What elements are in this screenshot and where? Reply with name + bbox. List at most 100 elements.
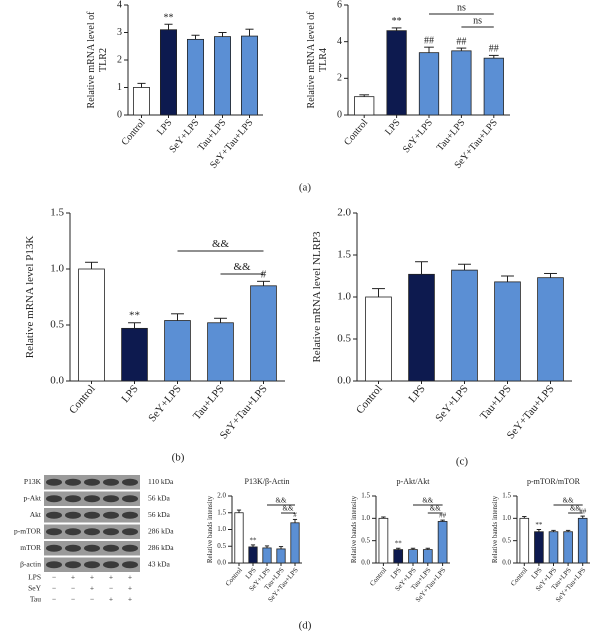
blot-band xyxy=(103,495,119,503)
y-tick-label: 0 xyxy=(117,109,122,120)
significance-label: # xyxy=(261,268,267,280)
x-tick-label: LPS xyxy=(119,383,140,405)
bar xyxy=(365,296,392,382)
y-tick-label: 1.0 xyxy=(217,525,226,533)
size-label: 56 kDa xyxy=(148,510,171,519)
y-tick-label: 0.5 xyxy=(361,536,370,544)
x-tick-label: Control xyxy=(368,566,388,588)
significance-label: ** xyxy=(164,13,174,24)
y-tick-label: 0 xyxy=(337,109,342,120)
protein-label: mTOR xyxy=(20,543,41,552)
y-axis-label: Relative bands intensity xyxy=(491,495,499,563)
significance-label: ## xyxy=(489,44,499,55)
x-tick-label: LPS xyxy=(383,117,403,137)
protein-label: P13K xyxy=(24,477,42,486)
x-tick-label: Control xyxy=(224,566,244,588)
significance-label: # xyxy=(293,511,297,519)
bar xyxy=(386,30,407,116)
bar xyxy=(234,512,244,564)
blot-band xyxy=(65,544,81,552)
blot-band xyxy=(46,528,62,536)
panel-label: (a) xyxy=(299,182,312,194)
blot-band xyxy=(103,561,119,569)
y-tick-label: 1.5 xyxy=(217,508,226,516)
y-axis-label-line: Relative mRNA level of xyxy=(86,11,97,109)
y-axis-label-line: Relative mRNA level of xyxy=(306,11,317,109)
x-tick-label: SeY+LPS xyxy=(433,383,471,425)
protein-label: p-Akt xyxy=(24,493,42,502)
bar xyxy=(159,29,177,116)
blot-band xyxy=(46,511,62,519)
x-tick-label: Control xyxy=(354,383,385,416)
bar xyxy=(207,322,234,382)
bar xyxy=(132,87,150,116)
y-axis-label: Relative mRNA level ofTLR2 xyxy=(86,11,109,109)
bar xyxy=(437,521,448,564)
protein-label: β-actin xyxy=(20,559,41,568)
y-tick-label: 2 xyxy=(337,73,342,84)
bar xyxy=(250,285,277,382)
treatment-mark: + xyxy=(71,573,75,582)
bar xyxy=(483,57,504,116)
treatment-label: Tau xyxy=(30,595,41,604)
bar xyxy=(354,96,375,116)
size-label: 56 kDa xyxy=(148,493,171,502)
bar xyxy=(408,273,435,382)
y-tick-label: 1 xyxy=(117,82,122,93)
bar xyxy=(213,36,231,116)
y-tick-label: 0.0 xyxy=(337,375,351,387)
size-label: 110 kDa xyxy=(148,477,174,486)
y-axis-label: Relative bands intensity xyxy=(206,495,214,563)
x-tick-label: Control xyxy=(509,566,529,588)
treatment-mark: − xyxy=(90,595,94,604)
blot-band xyxy=(65,511,81,519)
significance-label: ** xyxy=(535,521,543,529)
treatment-mark: + xyxy=(128,595,132,604)
blot-band xyxy=(46,478,62,486)
x-tick-label: SeY+LPS xyxy=(146,383,184,425)
blot-band xyxy=(65,478,81,486)
x-tick-label: Tau+LPS xyxy=(478,383,514,423)
bracket-label: && xyxy=(570,504,581,512)
y-tick-label: 1.5 xyxy=(337,249,351,261)
treatment-mark: − xyxy=(52,595,56,604)
bracket-label: ns xyxy=(457,2,466,13)
blot-band xyxy=(65,561,81,569)
y-axis-label: Relative mRNA level P13K xyxy=(24,236,36,359)
y-tick-label: 4 xyxy=(337,36,342,47)
y-tick-label: 1.0 xyxy=(50,263,64,275)
significance-label: ** xyxy=(395,540,403,548)
treatment-mark: − xyxy=(71,584,75,593)
blot-band xyxy=(122,495,138,503)
x-tick-label: Control xyxy=(342,117,370,148)
bar xyxy=(534,531,544,564)
bracket-label: && xyxy=(422,496,433,504)
bracket-label: && xyxy=(563,496,574,504)
blot-band xyxy=(46,495,62,503)
y-axis-label-line: TLR2 xyxy=(98,48,109,72)
y-tick-label: 3 xyxy=(117,27,122,38)
bracket-label: && xyxy=(283,504,294,512)
bar xyxy=(248,546,258,564)
y-tick-label: 0.5 xyxy=(502,536,511,544)
treatment-mark: − xyxy=(109,584,113,593)
blot-band xyxy=(84,544,100,552)
blot-band xyxy=(122,528,138,536)
x-tick-label: SeY+LPS xyxy=(401,117,435,155)
y-tick-label: 0.5 xyxy=(337,333,351,345)
blot-band xyxy=(103,544,119,552)
bar xyxy=(164,320,191,382)
bar xyxy=(548,531,559,564)
treatment-mark: + xyxy=(90,573,94,582)
bar xyxy=(186,38,204,116)
blot-band xyxy=(103,478,119,486)
bar xyxy=(393,549,404,564)
bar xyxy=(276,548,286,564)
chart-title: p-Akt/Akt xyxy=(397,477,431,486)
blot-band xyxy=(46,544,62,552)
blot-band xyxy=(103,511,119,519)
y-tick-label: 1.0 xyxy=(337,291,351,303)
treatment-label: SeY xyxy=(28,584,42,593)
bar xyxy=(290,522,300,564)
protein-label: p-mTOR xyxy=(14,526,41,535)
